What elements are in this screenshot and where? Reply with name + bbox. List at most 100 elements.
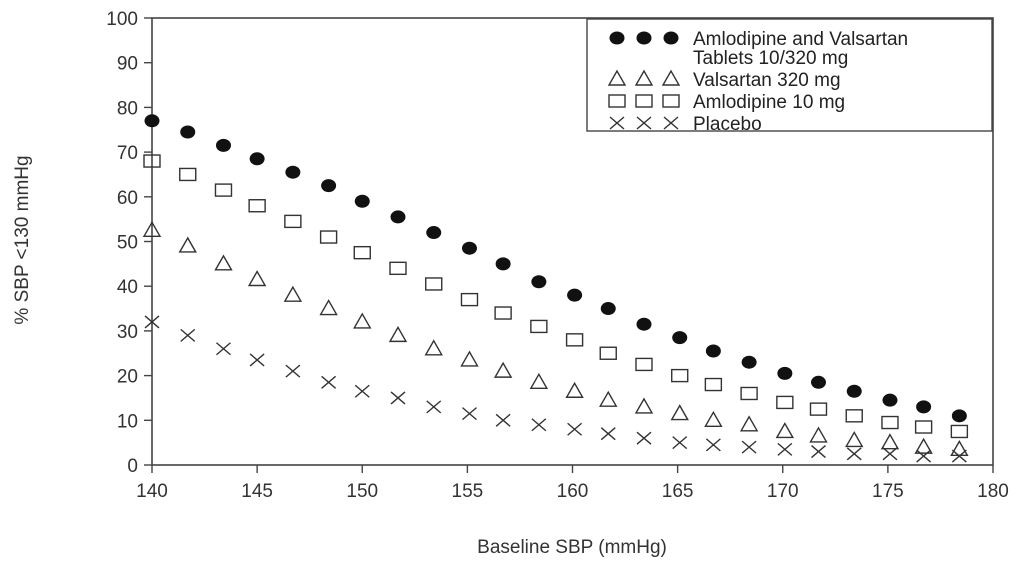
legend-marker [609, 116, 625, 130]
data-point [567, 422, 583, 436]
data-point [178, 236, 197, 253]
data-point [950, 439, 969, 457]
legend-marker [661, 69, 681, 86]
data-point [461, 241, 477, 255]
data-point [635, 357, 653, 372]
data-point [914, 437, 933, 454]
data-point [493, 361, 513, 378]
x-tick-label: 145 [241, 481, 273, 502]
x-tick-label: 170 [767, 481, 799, 502]
data-point [951, 409, 967, 423]
data-point [460, 350, 479, 367]
data-point [881, 415, 899, 430]
data-point [285, 364, 301, 378]
data-point [529, 372, 549, 390]
data-point [671, 368, 689, 383]
y-tick-label: 10 [117, 411, 138, 432]
legend-label: Amlodipine 10 mg [693, 92, 845, 113]
data-point [740, 386, 758, 401]
data-point [775, 422, 795, 439]
data-point [704, 377, 723, 392]
data-point [705, 438, 721, 452]
data-point [285, 165, 301, 179]
series-0 [144, 114, 967, 423]
legend-marker [609, 31, 625, 45]
data-point [248, 199, 266, 213]
data-point [247, 270, 267, 287]
plot-area [142, 114, 969, 463]
x-tick-label: 180 [977, 481, 1009, 502]
y-tick-label: 50 [117, 233, 138, 254]
y-axis-title: % SBP <130 mmHg [12, 155, 33, 324]
data-point [704, 410, 723, 427]
data-point [567, 288, 583, 302]
data-point [319, 230, 338, 244]
series-1 [142, 220, 969, 457]
data-point [741, 355, 757, 369]
data-point [180, 328, 196, 342]
legend-marker [607, 69, 627, 86]
legend-marker [608, 94, 626, 108]
y-tick-label: 20 [117, 367, 138, 388]
data-point [845, 409, 863, 423]
y-tick-label: 90 [117, 54, 138, 75]
legend-label: Tablets 10/320 mg [693, 48, 848, 69]
data-point [319, 299, 338, 316]
data-point [777, 366, 793, 380]
data-point [460, 292, 479, 307]
data-point [495, 413, 511, 427]
data-point [776, 395, 794, 410]
data-point [180, 125, 196, 139]
series-3 [144, 315, 967, 463]
legend-marker [636, 116, 652, 130]
x-axis-title: Baseline SBP (mmHg) [477, 537, 667, 558]
data-point [845, 431, 864, 448]
x-tick-label: 175 [872, 481, 904, 502]
data-point [321, 375, 337, 389]
data-point [425, 277, 443, 291]
data-point [951, 449, 967, 463]
data-point [249, 353, 265, 367]
data-point [143, 154, 161, 168]
x-tick-label: 150 [346, 481, 378, 502]
data-point [916, 449, 932, 463]
data-point [670, 404, 689, 421]
y-tick-label: 60 [117, 188, 138, 209]
data-point [565, 333, 584, 347]
y-tick-label: 100 [106, 9, 138, 30]
data-point [179, 167, 197, 182]
y-tick-label: 70 [117, 143, 138, 164]
data-point [426, 400, 442, 414]
data-point [636, 317, 652, 331]
legend-label: Placebo [693, 114, 762, 135]
data-point [672, 331, 688, 345]
data-point [249, 152, 265, 166]
data-point [216, 342, 231, 356]
data-point [494, 306, 512, 320]
axis-ticks: 0 10 20 30 40 50 60 70 80 90 100 140 145 150 155 160 165… [106, 9, 1009, 502]
data-point [531, 275, 547, 289]
data-point [354, 194, 370, 208]
data-point [634, 397, 654, 414]
data-point [530, 319, 548, 334]
data-point [354, 384, 370, 398]
data-point [705, 344, 721, 358]
legend-marker [663, 31, 679, 45]
data-point [214, 254, 233, 271]
data-point [144, 315, 160, 329]
legend-item: Placebo [609, 114, 762, 135]
data-point [636, 431, 652, 445]
data-point [600, 427, 616, 441]
legend-marker [663, 116, 679, 130]
data-point [914, 420, 933, 434]
legend-item: Valsartan 320 mg [607, 69, 841, 91]
data-point [388, 325, 408, 343]
data-point [321, 179, 337, 193]
data-point [882, 447, 898, 461]
data-point [283, 285, 303, 302]
x-tick-label: 155 [452, 481, 484, 502]
data-point [215, 138, 231, 152]
y-tick-label: 0 [127, 456, 138, 477]
